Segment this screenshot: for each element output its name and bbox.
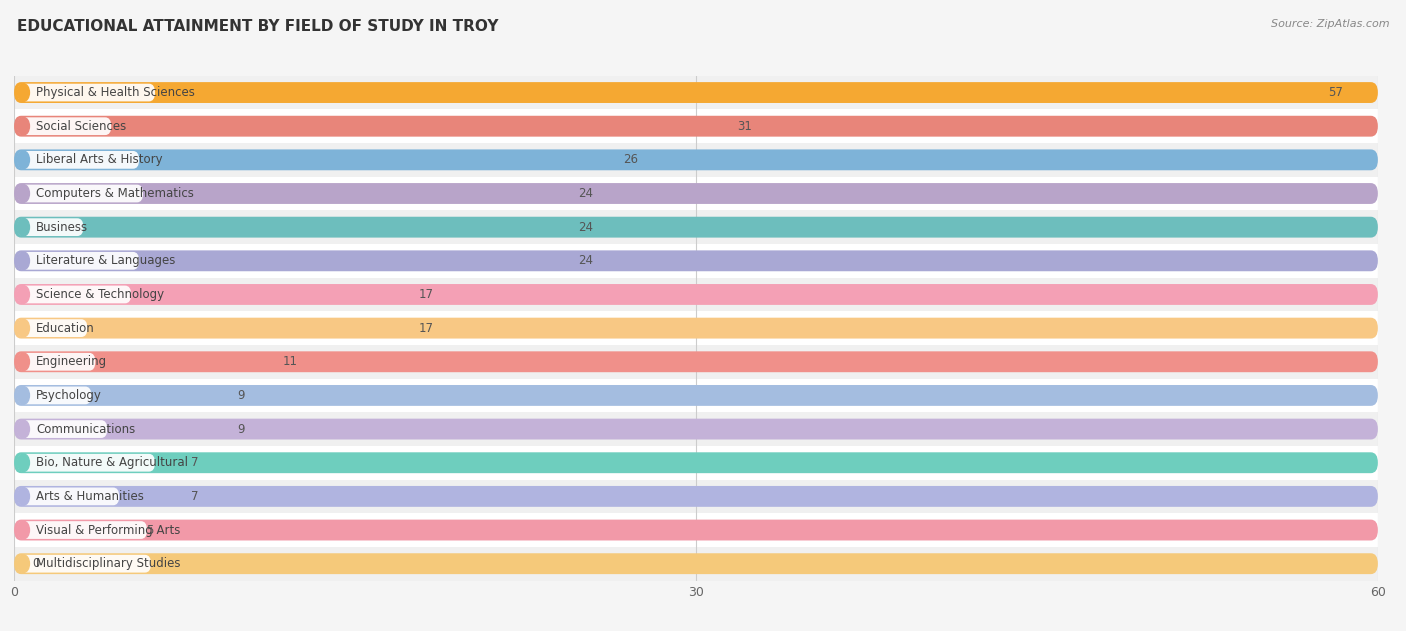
FancyBboxPatch shape xyxy=(17,151,139,168)
Text: Computers & Mathematics: Computers & Mathematics xyxy=(37,187,194,200)
FancyBboxPatch shape xyxy=(14,553,1378,574)
FancyBboxPatch shape xyxy=(17,252,139,269)
FancyBboxPatch shape xyxy=(14,418,1378,440)
FancyBboxPatch shape xyxy=(17,521,148,539)
FancyBboxPatch shape xyxy=(17,488,120,505)
FancyBboxPatch shape xyxy=(14,317,1378,339)
FancyBboxPatch shape xyxy=(14,216,1378,238)
Bar xyxy=(14,210,1378,244)
Text: 17: 17 xyxy=(419,288,433,301)
FancyBboxPatch shape xyxy=(17,84,155,102)
FancyBboxPatch shape xyxy=(14,385,1378,406)
Bar xyxy=(14,513,1378,547)
Bar xyxy=(14,345,1378,379)
Text: Multidisciplinary Studies: Multidisciplinary Studies xyxy=(37,557,181,570)
FancyBboxPatch shape xyxy=(17,117,111,135)
FancyBboxPatch shape xyxy=(17,353,96,370)
Circle shape xyxy=(17,420,30,438)
Bar xyxy=(14,76,1378,109)
FancyBboxPatch shape xyxy=(14,284,1378,305)
Circle shape xyxy=(17,454,30,471)
Text: Bio, Nature & Agricultural: Bio, Nature & Agricultural xyxy=(37,456,188,469)
Bar xyxy=(14,143,1378,177)
Circle shape xyxy=(17,117,30,135)
Circle shape xyxy=(17,555,30,572)
Bar xyxy=(14,446,1378,480)
FancyBboxPatch shape xyxy=(14,519,1378,541)
Text: 24: 24 xyxy=(578,187,593,200)
Circle shape xyxy=(17,252,30,269)
Bar xyxy=(14,412,1378,446)
Circle shape xyxy=(17,319,30,337)
Text: 9: 9 xyxy=(236,389,245,402)
Circle shape xyxy=(17,353,30,370)
Text: Source: ZipAtlas.com: Source: ZipAtlas.com xyxy=(1271,19,1389,29)
FancyBboxPatch shape xyxy=(14,115,1378,137)
FancyBboxPatch shape xyxy=(14,351,1378,372)
Text: Science & Technology: Science & Technology xyxy=(37,288,165,301)
Circle shape xyxy=(17,151,30,168)
Bar xyxy=(14,379,1378,412)
Text: 5: 5 xyxy=(146,524,153,536)
FancyBboxPatch shape xyxy=(14,150,1378,170)
Bar xyxy=(14,547,1378,581)
FancyBboxPatch shape xyxy=(14,82,1378,103)
Text: EDUCATIONAL ATTAINMENT BY FIELD OF STUDY IN TROY: EDUCATIONAL ATTAINMENT BY FIELD OF STUDY… xyxy=(17,19,498,34)
FancyBboxPatch shape xyxy=(17,454,155,471)
Circle shape xyxy=(17,521,30,539)
Text: Education: Education xyxy=(37,322,96,334)
Text: Arts & Humanities: Arts & Humanities xyxy=(37,490,145,503)
Text: 57: 57 xyxy=(1327,86,1343,99)
FancyBboxPatch shape xyxy=(14,183,1378,204)
Text: 24: 24 xyxy=(578,221,593,233)
FancyBboxPatch shape xyxy=(17,185,143,203)
Text: 11: 11 xyxy=(283,355,297,369)
Bar xyxy=(14,244,1378,278)
FancyBboxPatch shape xyxy=(17,387,91,404)
Text: Business: Business xyxy=(37,221,89,233)
FancyBboxPatch shape xyxy=(17,555,150,572)
Circle shape xyxy=(17,218,30,236)
FancyBboxPatch shape xyxy=(14,251,1378,271)
Bar xyxy=(14,480,1378,513)
Bar xyxy=(14,177,1378,210)
Text: 7: 7 xyxy=(191,456,198,469)
Circle shape xyxy=(17,84,30,102)
Text: 17: 17 xyxy=(419,322,433,334)
Text: Visual & Performing Arts: Visual & Performing Arts xyxy=(37,524,180,536)
Text: 24: 24 xyxy=(578,254,593,268)
Text: Engineering: Engineering xyxy=(37,355,107,369)
Text: 26: 26 xyxy=(623,153,638,167)
Text: 0: 0 xyxy=(32,557,39,570)
Bar xyxy=(14,109,1378,143)
Circle shape xyxy=(17,387,30,404)
Text: 9: 9 xyxy=(236,423,245,435)
FancyBboxPatch shape xyxy=(17,286,131,304)
FancyBboxPatch shape xyxy=(17,218,83,236)
FancyBboxPatch shape xyxy=(14,486,1378,507)
Text: 31: 31 xyxy=(737,120,752,133)
Text: Communications: Communications xyxy=(37,423,135,435)
Text: Liberal Arts & History: Liberal Arts & History xyxy=(37,153,163,167)
Circle shape xyxy=(17,286,30,304)
Text: Psychology: Psychology xyxy=(37,389,103,402)
Text: Physical & Health Sciences: Physical & Health Sciences xyxy=(37,86,195,99)
Circle shape xyxy=(17,488,30,505)
FancyBboxPatch shape xyxy=(17,319,87,337)
Text: Literature & Languages: Literature & Languages xyxy=(37,254,176,268)
Text: Social Sciences: Social Sciences xyxy=(37,120,127,133)
Text: 7: 7 xyxy=(191,490,198,503)
Bar xyxy=(14,311,1378,345)
Bar xyxy=(14,278,1378,311)
Circle shape xyxy=(17,185,30,203)
FancyBboxPatch shape xyxy=(14,452,1378,473)
FancyBboxPatch shape xyxy=(17,420,107,438)
